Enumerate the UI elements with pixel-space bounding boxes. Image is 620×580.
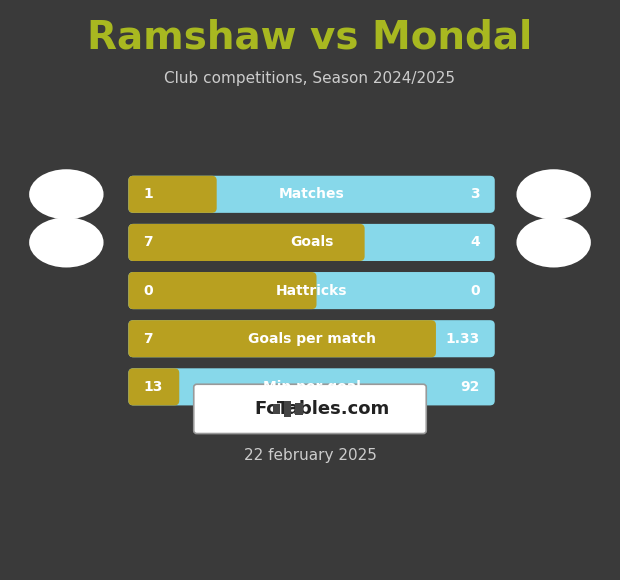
Text: 7: 7 [143, 332, 153, 346]
FancyBboxPatch shape [128, 176, 217, 213]
FancyBboxPatch shape [128, 176, 495, 213]
Text: Matches: Matches [278, 187, 345, 201]
FancyBboxPatch shape [128, 368, 495, 405]
FancyBboxPatch shape [128, 224, 365, 261]
FancyBboxPatch shape [273, 404, 280, 414]
Text: 0: 0 [143, 284, 153, 298]
Text: 0: 0 [470, 284, 480, 298]
FancyBboxPatch shape [128, 368, 179, 405]
Text: Ramshaw vs Mondal: Ramshaw vs Mondal [87, 19, 533, 57]
Text: Hattricks: Hattricks [276, 284, 347, 298]
Text: FcTables.com: FcTables.com [255, 400, 390, 418]
Ellipse shape [516, 169, 591, 219]
FancyBboxPatch shape [128, 272, 316, 309]
Text: 3: 3 [470, 187, 480, 201]
Text: 1.33: 1.33 [446, 332, 480, 346]
FancyBboxPatch shape [128, 320, 495, 357]
FancyBboxPatch shape [295, 403, 303, 415]
Ellipse shape [29, 169, 104, 219]
FancyBboxPatch shape [128, 320, 436, 357]
Text: Goals: Goals [290, 235, 333, 249]
Text: 7: 7 [143, 235, 153, 249]
Ellipse shape [29, 218, 104, 267]
FancyBboxPatch shape [193, 384, 427, 434]
Text: Min per goal: Min per goal [263, 380, 360, 394]
Text: Goals per match: Goals per match [247, 332, 376, 346]
Ellipse shape [516, 218, 591, 267]
Text: 4: 4 [470, 235, 480, 249]
Text: 92: 92 [461, 380, 480, 394]
FancyBboxPatch shape [284, 401, 291, 417]
Text: 22 february 2025: 22 february 2025 [244, 448, 376, 463]
Text: 1: 1 [143, 187, 153, 201]
Text: 13: 13 [143, 380, 162, 394]
FancyBboxPatch shape [128, 272, 495, 309]
Text: Club competitions, Season 2024/2025: Club competitions, Season 2024/2025 [164, 71, 456, 86]
FancyBboxPatch shape [128, 224, 495, 261]
